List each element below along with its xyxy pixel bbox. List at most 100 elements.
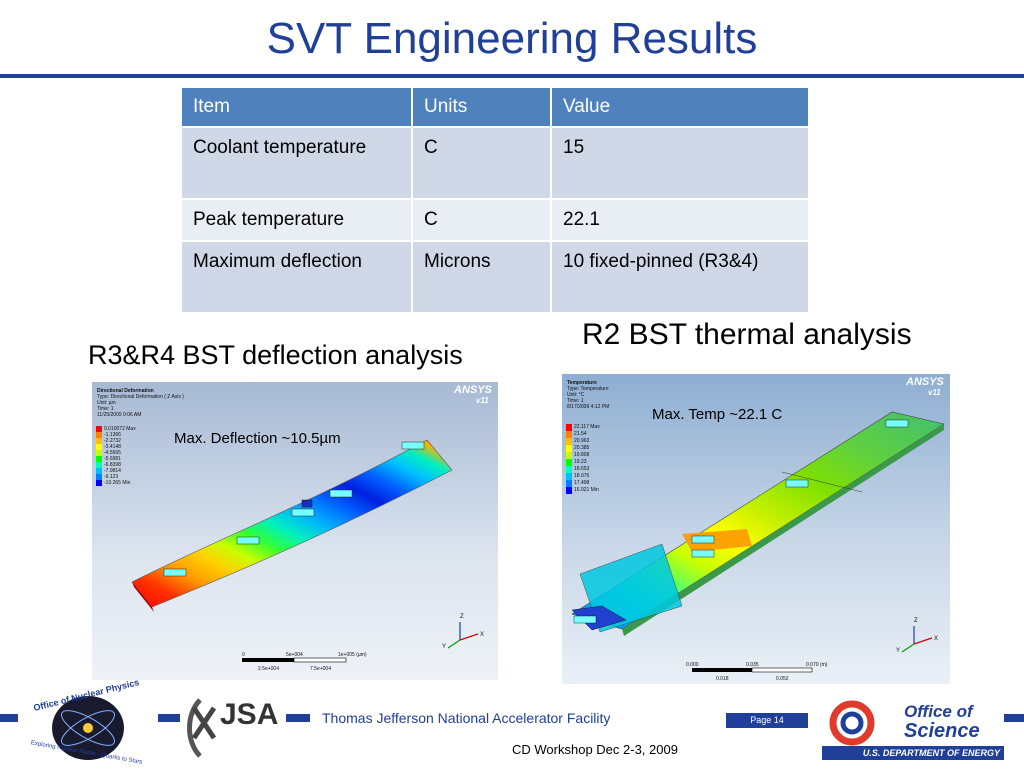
table-header-item: Item — [180, 86, 413, 128]
thermal-render — [566, 411, 945, 673]
scale-subtick: 2.5e+004 — [258, 666, 279, 672]
footer-rule — [158, 714, 180, 722]
table-cell: C — [411, 198, 552, 242]
legend-value: -2.2732 — [104, 438, 121, 444]
legend-value: 22.117 Max — [574, 424, 600, 430]
legend-line: Time: 1 — [97, 406, 114, 412]
axis-label-y: Y — [442, 644, 447, 650]
ansys-logo: ANSYS — [454, 384, 492, 396]
doe-banner: U.S. DEPARTMENT OF ENERGY — [822, 746, 1004, 760]
office-of-science-line2: Science — [904, 720, 980, 742]
table-header-units: Units — [411, 86, 552, 128]
legend-value: 20.963 — [574, 438, 590, 444]
legend-value: -7.9814 — [104, 468, 121, 474]
legend-value: 0.010072 Max — [104, 426, 136, 432]
scale-bar — [242, 657, 347, 663]
legend-value: 19.23 — [574, 459, 587, 465]
results-table: Item Units Value Coolant temperature C 1… — [180, 86, 810, 314]
footer-rule — [1004, 714, 1024, 722]
scale-tick: 0.070 (m) — [806, 662, 828, 668]
ansys-logo: ANSYS — [906, 376, 944, 388]
event-label: CD Workshop Dec 2-3, 2009 — [512, 742, 678, 757]
deflection-legend-values: 0.010072 Max -1.1366 -2.2732 -3.4148 -4.… — [104, 426, 136, 486]
table-cell: 15 — [550, 126, 810, 200]
legend-value: 17.498 — [574, 480, 590, 486]
table-row: Coolant temperature C 15 — [180, 126, 810, 200]
legend-value: 21.54 — [574, 431, 587, 437]
table-cell: C — [411, 126, 552, 200]
footer-rule — [0, 714, 18, 722]
deflection-caption: R3&R4 BST deflection analysis — [88, 340, 463, 370]
ansys-version: v11 — [928, 388, 941, 397]
axis-label-x: X — [934, 636, 939, 642]
legend-value: -9.123 — [104, 474, 119, 480]
legend-line: 11/25/2009 9:06 AM — [97, 412, 142, 418]
legend-title: Directional Deformation — [97, 388, 154, 394]
table-cell: 22.1 — [550, 198, 810, 242]
deflection-render — [96, 426, 479, 663]
page-number: Page 14 — [726, 713, 808, 728]
table-cell: Maximum deflection — [180, 240, 413, 314]
legend-value: 19.808 — [574, 452, 590, 458]
lab-name: Thomas Jefferson National Accelerator Fa… — [322, 710, 611, 726]
scale-tick: 0.000 — [686, 662, 699, 668]
legend-title: Temperature — [567, 380, 597, 386]
max-deflection-annotation: Max. Deflection ~10.5µm — [174, 430, 341, 447]
deflection-legend: Directional Deformation Type: Directiona… — [97, 388, 184, 418]
max-temperature-annotation: Max. Temp ~22.1 C — [652, 406, 783, 423]
table-header-value: Value — [550, 86, 810, 128]
scale-tick: 1e+005 (µm) — [338, 652, 367, 658]
table-header-row: Item Units Value — [180, 86, 810, 128]
thermal-caption: R2 BST thermal analysis — [582, 318, 912, 351]
table-row: Maximum deflection Microns 10 fixed-pinn… — [180, 240, 810, 314]
axis-triad-icon — [447, 622, 479, 649]
footer-rule — [286, 714, 310, 722]
temperature-legend: Temperature Type: Temperature Unit: °C T… — [567, 380, 609, 410]
table-row: Peak temperature C 22.1 — [180, 198, 810, 242]
legend-value: 20.385 — [574, 445, 590, 451]
legend-value: 18.075 — [574, 473, 590, 479]
legend-line: Type: Temperature — [567, 386, 609, 392]
office-of-science-line1: Office of — [904, 702, 973, 721]
axis-triad-icon — [901, 626, 933, 653]
legend-line: Type: Directional Deformation ( Z Axis ) — [97, 394, 184, 400]
scale-tick: 0 — [242, 652, 245, 658]
scale-subtick: 7.5e+004 — [310, 666, 331, 672]
deflection-colorbar — [96, 426, 102, 486]
doe-swirl-icon — [822, 700, 882, 746]
legend-line: Unit: °C — [567, 392, 585, 398]
axis-label-x: X — [480, 632, 485, 638]
table-cell: Peak temperature — [180, 198, 413, 242]
legend-line: Unit: µm — [97, 400, 116, 406]
legend-value: 16.921 Min — [574, 487, 599, 493]
legend-value: -3.4148 — [104, 444, 121, 450]
scale-subtick: 0.052 — [776, 676, 789, 682]
temperature-legend-values: 22.117 Max 21.54 20.963 20.385 19.808 19… — [574, 424, 600, 494]
jsa-logo-text: JSA — [220, 698, 279, 731]
legend-value: -6.8398 — [104, 462, 121, 468]
legend-value: -5.6981 — [104, 456, 121, 462]
axis-label-z: Z — [460, 614, 464, 620]
legend-value: -1.1366 — [104, 432, 121, 438]
deflection-simulation-image: Directional Deformation Type: Directiona… — [92, 382, 498, 680]
office-of-science-logo: Office of Science U.S. DEPARTMENT OF ENE… — [822, 700, 1004, 764]
jsa-logo: JSA — [180, 694, 286, 762]
axis-label-y: Y — [896, 648, 901, 654]
temperature-colorbar — [566, 424, 572, 494]
legend-value: -4.5565 — [104, 450, 121, 456]
scale-subtick: 0.018 — [716, 676, 729, 682]
table-cell: 10 fixed-pinned (R3&4) — [550, 240, 810, 314]
thermal-simulation-image: Temperature Type: Temperature Unit: °C T… — [562, 374, 950, 684]
scale-tick: 5e+004 — [286, 652, 303, 658]
nuclear-physics-logo: Office of Nuclear Physics Exploring Nucl… — [22, 677, 154, 766]
legend-value: 18.653 — [574, 466, 590, 472]
scale-bar — [692, 667, 813, 673]
scale-tick: 0.035 — [746, 662, 759, 668]
table-cell: Coolant temperature — [180, 126, 413, 200]
slide-title: SVT Engineering Results — [266, 14, 758, 63]
title-divider — [0, 74, 1024, 78]
legend-line: Time: 1 — [567, 398, 584, 404]
legend-value: -10.265 Min — [104, 480, 131, 486]
legend-line: 8/17/2009 4:12 PM — [567, 404, 610, 410]
ansys-version: v11 — [476, 396, 489, 405]
